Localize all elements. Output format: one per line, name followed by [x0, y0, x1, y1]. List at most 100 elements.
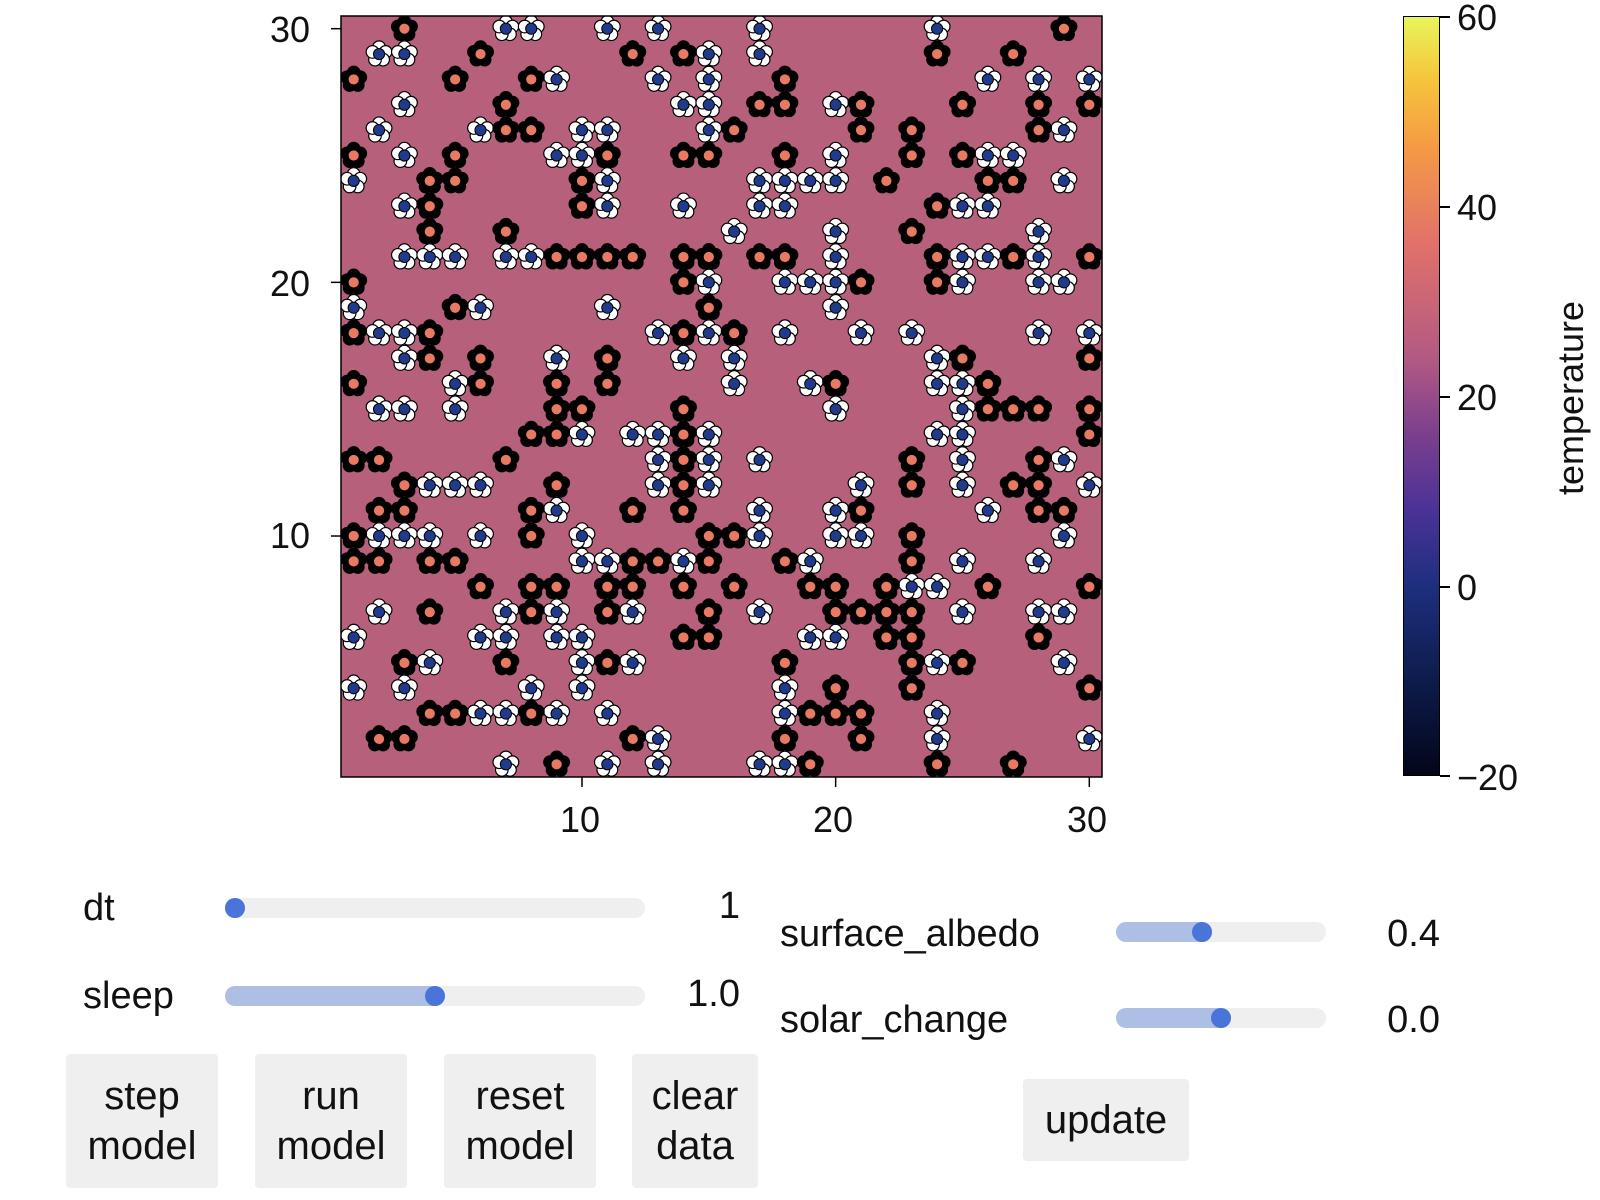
white-daisy — [593, 293, 621, 321]
white-daisy — [669, 192, 697, 219]
white-daisy — [644, 750, 672, 777]
white-daisy — [492, 699, 520, 727]
white-daisy — [1050, 649, 1078, 676]
surface-albedo-slider-knob[interactable] — [1192, 922, 1212, 942]
black-daisy — [720, 116, 748, 143]
sleep-slider-knob[interactable] — [425, 986, 445, 1006]
black-daisy — [974, 572, 1002, 600]
black-daisy — [543, 370, 571, 397]
black-daisy — [847, 598, 875, 625]
black-daisy — [644, 547, 672, 574]
black-daisy — [441, 699, 469, 727]
black-daisy — [898, 598, 926, 625]
black-daisy — [872, 623, 900, 650]
black-daisy — [695, 522, 723, 549]
dt-slider-knob[interactable] — [225, 898, 245, 918]
colorbar-label-minus20: −20 — [1457, 757, 1519, 798]
black-daisy — [949, 649, 976, 676]
black-daisy — [923, 243, 951, 270]
black-daisy — [593, 370, 621, 397]
black-daisy — [390, 496, 418, 524]
black-daisy — [771, 90, 799, 118]
black-daisy — [669, 319, 697, 346]
black-daisy — [872, 167, 900, 194]
solar-change-slider-knob[interactable] — [1211, 1008, 1231, 1028]
white-daisy — [974, 65, 1002, 92]
black-daisy — [999, 40, 1027, 67]
x-tick-label-10: 10 — [560, 799, 601, 840]
white-daisy — [441, 471, 469, 498]
black-daisy — [341, 268, 368, 295]
black-daisy — [771, 547, 799, 574]
dt-slider[interactable] — [225, 898, 645, 918]
white-daisy — [949, 192, 976, 219]
white-daisy — [341, 167, 368, 194]
white-daisy — [568, 623, 596, 650]
black-daisy — [898, 674, 926, 701]
white-daisy — [746, 16, 774, 42]
white-daisy — [543, 141, 571, 168]
black-daisy — [1075, 90, 1102, 118]
colorbar-tick — [1440, 586, 1450, 588]
white-daisy — [390, 522, 418, 549]
white-daisy — [341, 623, 368, 650]
surface-albedo-slider[interactable] — [1116, 922, 1326, 942]
black-daisy — [517, 572, 545, 600]
black-daisy — [517, 522, 545, 549]
white-daisy — [695, 471, 723, 498]
sleep-slider[interactable] — [225, 986, 645, 1006]
white-daisy — [365, 395, 393, 422]
white-daisy — [746, 167, 774, 194]
black-daisy — [898, 217, 926, 245]
clear-data-button[interactable]: clear data — [632, 1054, 758, 1188]
solar-change-slider-fill — [1116, 1008, 1231, 1028]
black-daisy — [695, 243, 723, 270]
white-daisy — [644, 16, 672, 42]
white-daisy — [771, 268, 799, 295]
black-daisy — [796, 699, 824, 727]
update-button[interactable]: update — [1023, 1079, 1189, 1161]
black-daisy — [492, 649, 520, 676]
white-daisy — [847, 319, 875, 346]
white-daisy — [923, 649, 951, 676]
white-daisy — [517, 674, 545, 701]
white-daisy — [568, 522, 596, 549]
black-daisy — [492, 90, 520, 118]
step-model-button[interactable]: step model — [66, 1054, 218, 1188]
y-tick-label-30: 30 — [270, 9, 311, 50]
white-daisy — [695, 90, 723, 118]
black-daisy — [898, 547, 926, 574]
white-daisy — [746, 40, 774, 67]
black-daisy — [416, 217, 444, 245]
reset-model-button[interactable]: reset model — [444, 1054, 596, 1188]
black-daisy — [390, 649, 418, 676]
white-daisy — [949, 268, 976, 295]
black-daisy — [1075, 420, 1102, 448]
black-daisy — [949, 141, 976, 168]
black-daisy — [898, 141, 926, 168]
black-daisy — [923, 192, 951, 219]
white-daisy — [695, 420, 723, 448]
black-daisy — [543, 243, 571, 270]
white-daisy — [746, 192, 774, 219]
white-daisy — [695, 65, 723, 92]
white-daisy — [1025, 268, 1053, 295]
black-daisy — [1025, 623, 1053, 650]
white-daisy — [974, 496, 1002, 524]
white-daisy — [543, 598, 571, 625]
white-daisy — [390, 40, 418, 67]
white-daisy — [543, 65, 571, 92]
white-daisy — [949, 395, 976, 422]
run-model-button[interactable]: run model — [255, 1054, 407, 1188]
black-daisy — [974, 167, 1002, 194]
black-daisy — [467, 344, 494, 371]
colorbar-tick — [1440, 396, 1450, 398]
black-daisy — [416, 167, 444, 194]
black-daisy — [771, 141, 799, 168]
white-daisy — [974, 243, 1002, 270]
black-daisy — [441, 293, 469, 321]
solar-change-slider[interactable] — [1116, 1008, 1326, 1028]
colorbar-label-0: 0 — [1457, 567, 1478, 608]
white-daisy — [669, 547, 697, 574]
